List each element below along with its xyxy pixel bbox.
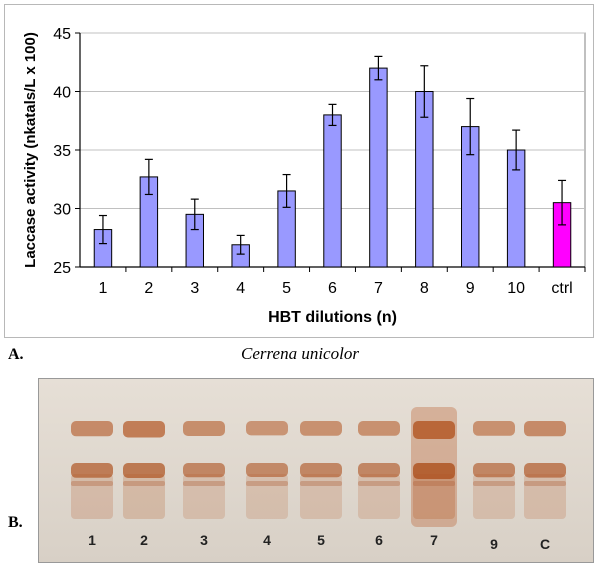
gel-lane-label-6: 6	[375, 532, 383, 548]
lower-band-lane-5	[300, 463, 342, 478]
x-tick-label-ctrl: ctrl	[551, 280, 572, 297]
faint-band-lane-3	[183, 481, 225, 486]
gel-lane-label-7: 7	[430, 532, 438, 548]
y-tick-label: 40	[53, 85, 71, 102]
upper-band-lane-C	[524, 421, 566, 437]
upper-band-lane-7	[413, 421, 455, 439]
x-tick-label-4: 4	[236, 280, 245, 297]
smear-lane-5	[300, 474, 342, 519]
upper-band-lane-6	[358, 421, 400, 436]
x-tick-label-8: 8	[420, 280, 429, 297]
x-tick-label-10: 10	[507, 280, 525, 297]
lower-band-lane-C	[524, 463, 566, 478]
bar-7	[369, 67, 388, 268]
x-axis-title: HBT dilutions (n)	[268, 309, 397, 326]
upper-band-lane-3	[183, 421, 225, 436]
faint-band-lane-6	[358, 481, 400, 486]
smear-lane-4	[246, 474, 288, 519]
faint-band-lane-C	[524, 481, 566, 486]
x-tick-label-6: 6	[328, 280, 337, 297]
upper-band-lane-1	[71, 421, 113, 437]
lower-band-lane-9	[473, 463, 515, 478]
smear-lane-C	[524, 474, 566, 519]
faint-band-lane-7	[413, 481, 455, 486]
bar-6	[323, 114, 342, 268]
smear-lane-3	[183, 474, 225, 519]
faint-band-lane-4	[246, 481, 288, 486]
smear-lane-6	[358, 474, 400, 519]
gel-lanes: 1 2 3 4 5 6 7 9 C	[39, 379, 593, 562]
y-axis-title: Laccase activity (nkatals/L x 100)	[22, 32, 39, 268]
lower-band-lane-6	[358, 463, 400, 478]
x-tick-label-2: 2	[144, 280, 153, 297]
gel-image: 1 2 3 4 5 6 7 9 C	[38, 378, 594, 563]
y-tick-label: 45	[53, 26, 71, 43]
gel-lane-label-4: 4	[263, 532, 271, 548]
x-tick-label-9: 9	[466, 280, 475, 297]
upper-band-lane-9	[473, 421, 515, 436]
panel-b-label: B.	[8, 514, 23, 531]
upper-band-lane-4	[246, 421, 288, 436]
gel-lane-label-3: 3	[200, 532, 208, 548]
species-caption: Cerrena unicolor	[241, 344, 359, 363]
panel-a-label: A.	[8, 346, 24, 363]
smear-lane-9	[473, 474, 515, 519]
gel-lane-label-9: 9	[490, 536, 498, 552]
upper-band-lane-5	[300, 421, 342, 436]
upper-band-lane-2	[123, 421, 165, 438]
x-tick-label-1: 1	[99, 280, 108, 297]
y-tick-label: 25	[53, 260, 71, 277]
y-tick-label: 30	[53, 202, 71, 219]
lower-band-lane-2	[123, 463, 165, 478]
faint-band-lane-5	[300, 481, 342, 486]
lower-band-lane-3	[183, 463, 225, 478]
lower-band-lane-7	[413, 463, 455, 479]
faint-band-lane-1	[71, 481, 113, 486]
smear-lane-7	[413, 474, 455, 519]
y-tick-label: 35	[53, 143, 71, 160]
lower-band-lane-1	[71, 463, 113, 478]
x-tick-label-3: 3	[190, 280, 199, 297]
gel-lane-label-1: 1	[88, 532, 96, 548]
smear-lane-1	[71, 474, 113, 519]
gel-lane-label-2: 2	[140, 532, 148, 548]
smear-lane-2	[123, 474, 165, 519]
gel-lane-label-C: C	[540, 536, 550, 552]
chart-panel-a: 25 30 35 40 45 1 2 3 4 5 6 7 8 9 10 ctrl HBT dilutions (…	[4, 4, 594, 338]
x-tick-label-5: 5	[282, 280, 291, 297]
x-tick-label-7: 7	[374, 280, 383, 297]
faint-band-lane-2	[123, 481, 165, 486]
faint-band-lane-9	[473, 481, 515, 486]
lower-band-lane-4	[246, 463, 288, 477]
gel-lane-label-5: 5	[317, 532, 325, 548]
